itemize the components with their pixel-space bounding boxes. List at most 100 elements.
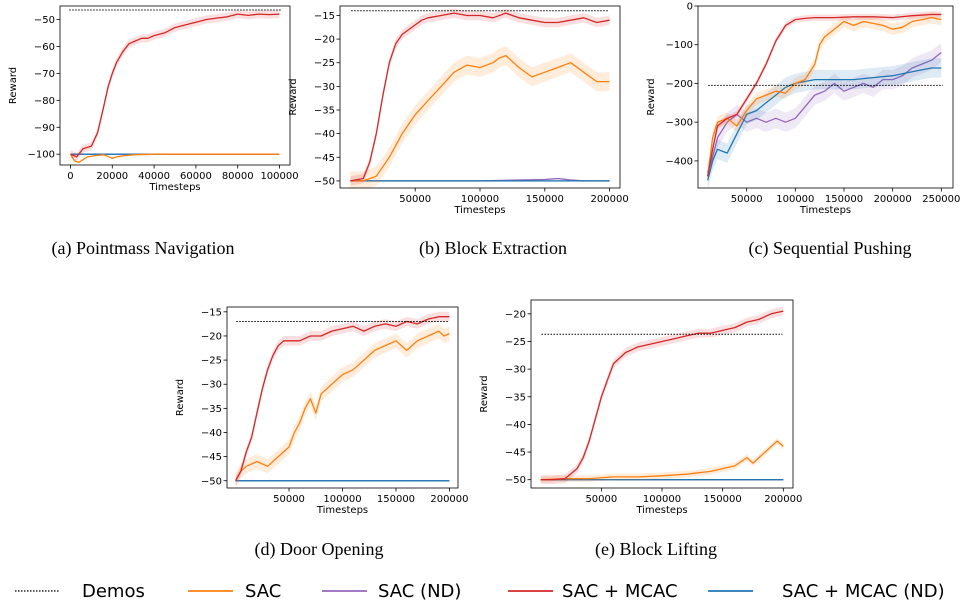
chart-panel-4: 50000 100000 150000 200000 −50 −45 −40 −35 −30 −2… xyxy=(479,299,802,560)
x-tick-label: 80000 xyxy=(222,171,254,182)
panel-caption: (c) Sequential Pushing xyxy=(749,238,912,259)
band-sac-mcac-nd- xyxy=(707,58,942,188)
chart-panel-0: 0 20000 40000 60000 80000 100000 −100 −90 −80 −70… xyxy=(8,5,299,259)
y-tick-label: −20 xyxy=(505,309,526,320)
x-tick-label: 200000 xyxy=(591,194,629,205)
y-axis-label: Reward xyxy=(288,78,299,115)
panel-caption: (b) Block Extraction xyxy=(419,238,567,259)
x-tick-label: 200000 xyxy=(874,194,912,205)
x-axis-label: Timesteps xyxy=(635,505,687,516)
x-tick-label: 200000 xyxy=(764,494,802,505)
y-tick-label: −400 xyxy=(666,156,693,167)
plot-area xyxy=(69,9,281,164)
x-tick-label: 40000 xyxy=(138,171,170,182)
series-line-sac-mcac xyxy=(707,13,942,177)
band-sac-nd- xyxy=(707,42,942,183)
y-tick-label: −50 xyxy=(34,15,55,26)
y-tick-label: −25 xyxy=(314,58,335,69)
y-tick-label: −15 xyxy=(201,307,222,318)
series-line-sac xyxy=(235,330,450,482)
x-tick-label: 100000 xyxy=(643,494,681,505)
series-line-sac-nd- xyxy=(707,51,942,173)
series-line-sac-mcac xyxy=(540,310,784,481)
series-line-sac-mcac xyxy=(70,13,280,158)
x-axis-label: Timesteps xyxy=(453,205,505,216)
y-tick-label: −45 xyxy=(505,448,526,459)
x-tick-label: 100000 xyxy=(260,171,298,182)
x-axis-label: Timesteps xyxy=(148,182,200,193)
x-tick-label: 60000 xyxy=(180,171,212,182)
y-axis-label: Reward xyxy=(175,379,186,416)
x-tick-label: 150000 xyxy=(377,494,415,505)
y-axis-label: Reward xyxy=(8,67,19,104)
y-tick-label: −30 xyxy=(505,365,526,376)
series-line-sac xyxy=(707,16,942,177)
y-tick-label: −35 xyxy=(505,392,526,403)
x-tick-label: 50000 xyxy=(273,494,305,505)
legend-label: SAC (ND) xyxy=(378,581,461,602)
legend: Demos SAC SAC (ND) SAC + MCAC SAC + MCAC (ND… xyxy=(15,581,945,602)
x-tick-label: 0 xyxy=(67,171,73,182)
x-axis-label: Timesteps xyxy=(316,505,368,516)
y-tick-label: −60 xyxy=(34,42,55,53)
panel-caption: (e) Block Lifting xyxy=(595,539,717,560)
y-tick-label: −15 xyxy=(314,11,335,22)
y-tick-label: −30 xyxy=(314,82,335,93)
legend-label: Demos xyxy=(82,581,145,602)
legend-label: SAC xyxy=(245,581,281,602)
y-tick-label: −20 xyxy=(314,35,335,46)
x-tick-label: 100000 xyxy=(323,494,361,505)
y-tick-label: −70 xyxy=(34,69,55,80)
chart-panel-3: 50000 100000 150000 200000 −50 −45 −40 −35 −30 −2… xyxy=(175,306,469,560)
axes-frame xyxy=(59,5,291,166)
series-line-sac-mcac xyxy=(350,12,610,182)
y-tick-label: −40 xyxy=(505,420,526,431)
y-tick-label: 0 xyxy=(687,2,693,13)
band-sac-mcac xyxy=(70,10,280,161)
y-tick-label: −40 xyxy=(201,428,222,439)
x-tick-label: 50000 xyxy=(585,494,617,505)
band-sac xyxy=(707,11,942,183)
series-line-sac-mcac xyxy=(235,316,450,482)
chart-panel-2: 50000 100000 150000 200000 250000 −400 −300 −20… xyxy=(646,2,960,260)
series-line-sac xyxy=(540,440,784,481)
y-tick-label: −100 xyxy=(666,40,693,51)
y-tick-label: −90 xyxy=(34,123,55,134)
series-line-sac xyxy=(350,54,610,182)
y-tick-label: −45 xyxy=(314,153,335,164)
y-tick-label: −200 xyxy=(666,79,693,90)
y-tick-label: −40 xyxy=(314,129,335,140)
y-axis-label: Reward xyxy=(646,78,657,115)
x-tick-label: 150000 xyxy=(704,494,742,505)
y-tick-label: −50 xyxy=(505,475,526,486)
band-sac xyxy=(350,46,610,188)
x-tick-label: 50000 xyxy=(731,194,763,205)
y-tick-label: −25 xyxy=(201,356,222,367)
legend-label: SAC + MCAC (ND) xyxy=(782,581,945,602)
x-axis-label: Timesteps xyxy=(799,205,851,216)
band-sac xyxy=(235,323,450,488)
y-tick-label: −35 xyxy=(201,404,222,415)
y-tick-label: −45 xyxy=(201,452,222,463)
panel-caption: (d) Door Opening xyxy=(255,539,384,560)
y-tick-label: −30 xyxy=(201,380,222,391)
y-axis-label: Reward xyxy=(479,375,490,412)
plot-area xyxy=(350,8,610,188)
plot-area xyxy=(235,311,450,488)
x-tick-label: 100000 xyxy=(776,194,814,205)
plot-area xyxy=(707,11,943,188)
y-tick-label: −35 xyxy=(314,106,335,117)
band-sac xyxy=(540,437,784,483)
legend-label: SAC + MCAC xyxy=(562,581,678,602)
y-tick-label: −50 xyxy=(314,176,335,187)
panel-caption: (a) Pointmass Navigation xyxy=(52,238,235,259)
x-tick-label: 20000 xyxy=(96,171,128,182)
axes-frame xyxy=(697,5,954,189)
y-tick-label: −20 xyxy=(201,331,222,342)
x-tick-label: 250000 xyxy=(922,194,960,205)
y-tick-label: −300 xyxy=(666,118,693,129)
x-tick-label: 150000 xyxy=(825,194,863,205)
x-tick-label: 200000 xyxy=(430,494,468,505)
series-line-sac xyxy=(69,153,280,163)
